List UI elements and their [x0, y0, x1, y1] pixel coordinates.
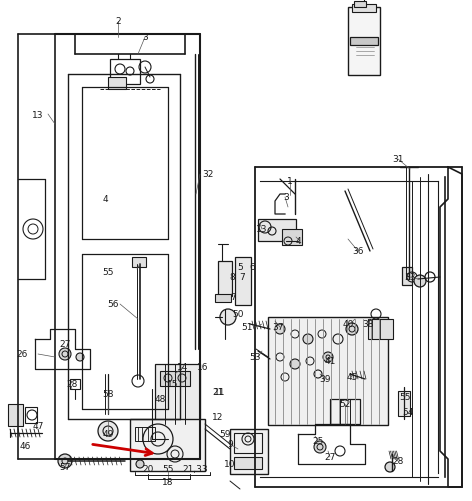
Bar — [8, 404, 23, 426]
Bar — [135, 427, 155, 441]
Circle shape — [98, 421, 118, 441]
Text: 55: 55 — [399, 393, 411, 402]
Bar — [348, 8, 380, 76]
Text: 5: 5 — [237, 263, 243, 272]
Text: 55: 55 — [162, 464, 174, 473]
Text: 28: 28 — [392, 456, 404, 465]
Circle shape — [346, 323, 358, 335]
Bar — [330, 399, 360, 424]
Text: 10: 10 — [224, 459, 236, 468]
Text: 13: 13 — [32, 110, 44, 119]
Text: 58: 58 — [102, 390, 114, 399]
Text: 46: 46 — [19, 441, 31, 450]
Circle shape — [220, 310, 236, 325]
Bar — [235, 258, 251, 306]
Text: 21: 21 — [212, 388, 224, 397]
Bar — [160, 371, 190, 386]
Text: 12: 12 — [212, 413, 224, 422]
Text: 13: 13 — [256, 225, 268, 234]
Circle shape — [290, 359, 300, 369]
Text: 25: 25 — [312, 437, 324, 445]
Bar — [218, 262, 232, 297]
Text: 26: 26 — [17, 350, 28, 359]
Bar — [268, 317, 388, 425]
Bar — [132, 258, 146, 268]
Text: 52: 52 — [339, 400, 351, 409]
Bar — [234, 457, 262, 469]
Text: 16: 16 — [197, 363, 209, 372]
Bar — [402, 268, 412, 286]
Text: 50: 50 — [232, 310, 244, 319]
Text: 8: 8 — [229, 273, 235, 282]
Bar — [230, 429, 268, 474]
Circle shape — [385, 462, 395, 472]
Circle shape — [76, 353, 84, 361]
Text: 33: 33 — [404, 273, 416, 282]
Text: 21,33: 21,33 — [182, 464, 208, 473]
Text: 7: 7 — [230, 293, 236, 302]
Text: 36: 36 — [352, 247, 364, 256]
Bar — [234, 433, 262, 453]
Text: 20: 20 — [143, 464, 154, 473]
Text: 14: 14 — [177, 363, 189, 372]
Bar — [398, 391, 410, 416]
Bar — [25, 407, 37, 423]
Text: 56: 56 — [107, 300, 119, 309]
Bar — [155, 364, 200, 424]
Text: 11: 11 — [214, 388, 226, 397]
Text: 15: 15 — [167, 380, 179, 389]
Text: 6: 6 — [249, 263, 255, 272]
Text: 41: 41 — [324, 357, 336, 366]
Bar — [352, 5, 376, 13]
Bar — [368, 319, 393, 339]
Text: 48: 48 — [154, 395, 166, 404]
Text: 45: 45 — [346, 373, 358, 382]
Text: 18: 18 — [162, 477, 174, 486]
Bar — [258, 219, 296, 241]
Text: 9: 9 — [227, 439, 233, 448]
Text: 32: 32 — [202, 170, 214, 179]
Text: 37: 37 — [272, 323, 284, 332]
Circle shape — [284, 237, 292, 245]
Bar — [130, 419, 205, 471]
Text: 27: 27 — [59, 340, 71, 349]
Circle shape — [414, 276, 426, 288]
Text: 3: 3 — [283, 193, 289, 202]
Text: 1: 1 — [287, 177, 293, 186]
Text: 59: 59 — [219, 430, 231, 438]
Text: 39: 39 — [319, 375, 331, 384]
Circle shape — [314, 441, 326, 453]
Text: 4: 4 — [295, 237, 301, 246]
Text: 7: 7 — [239, 273, 245, 282]
Text: 53: 53 — [249, 353, 261, 362]
Bar — [215, 295, 231, 303]
Bar — [70, 379, 80, 389]
Text: 4: 4 — [102, 195, 108, 204]
Text: 3: 3 — [142, 34, 148, 43]
Text: 47: 47 — [32, 422, 44, 431]
Circle shape — [303, 334, 313, 344]
Text: 2: 2 — [115, 18, 121, 27]
Text: 55: 55 — [102, 268, 114, 277]
Text: 57: 57 — [59, 462, 71, 471]
Circle shape — [136, 460, 144, 468]
Bar — [354, 2, 366, 8]
Bar — [108, 78, 126, 90]
Circle shape — [58, 454, 72, 468]
Bar — [350, 38, 378, 46]
Circle shape — [323, 352, 333, 362]
Text: 38: 38 — [362, 320, 374, 329]
Text: 28: 28 — [66, 380, 78, 389]
Text: 31: 31 — [392, 155, 404, 164]
Text: 54: 54 — [402, 408, 413, 417]
Text: 51: 51 — [241, 323, 253, 332]
Text: 49: 49 — [102, 430, 114, 438]
Circle shape — [59, 348, 71, 360]
Bar — [110, 60, 140, 85]
Bar — [282, 229, 302, 245]
Circle shape — [275, 324, 285, 334]
Text: 27: 27 — [324, 452, 336, 461]
Text: 40: 40 — [342, 320, 354, 329]
